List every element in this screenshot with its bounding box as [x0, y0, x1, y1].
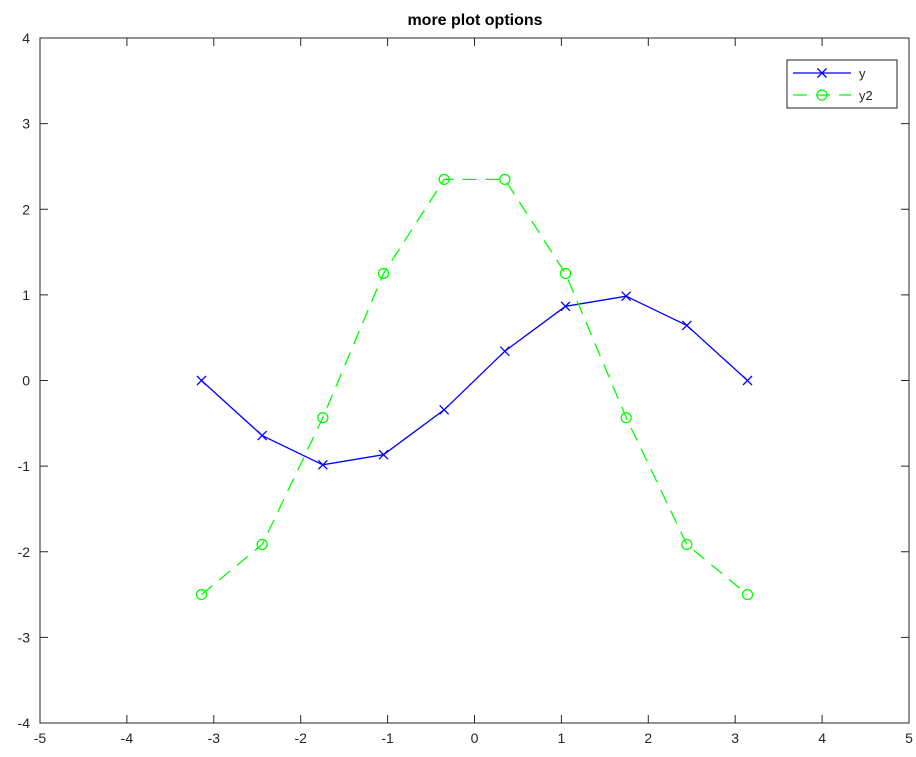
x-tick-label: 2 — [644, 730, 652, 746]
y-tick-label: 4 — [22, 30, 30, 46]
legend-box — [786, 59, 898, 109]
legend: y y2 — [786, 59, 898, 109]
x-tick-label: 1 — [558, 730, 566, 746]
data-point-y2-5 — [499, 173, 511, 186]
y-tick-label: 0 — [22, 373, 30, 389]
y-tick-label: -4 — [18, 715, 31, 731]
data-point-y-6 — [560, 301, 571, 312]
data-point-y2-0 — [195, 588, 208, 601]
x-tick-label: -1 — [381, 730, 394, 746]
legend-marker-y2 — [816, 89, 828, 101]
x-tick-label: -4 — [121, 730, 134, 746]
data-point-y-1 — [257, 430, 268, 441]
legend-label-y: y — [859, 66, 866, 81]
x-tick-label: -5 — [34, 730, 47, 746]
data-point-y2-2 — [317, 412, 329, 424]
y-tick-label: 3 — [22, 116, 30, 132]
data-point-y-7 — [621, 291, 632, 302]
x-tick-label: -2 — [294, 730, 307, 746]
x-tick-label: 0 — [471, 730, 479, 746]
series-line-y — [201, 295, 748, 466]
x-tick-label: 5 — [905, 730, 913, 746]
y-tick-label: -2 — [18, 544, 31, 560]
series-line-y2 — [201, 178, 748, 596]
data-point-y-9 — [742, 375, 753, 386]
data-point-y2-9 — [741, 588, 754, 601]
data-point-y-0 — [196, 375, 207, 386]
y-tick-label: 1 — [22, 287, 30, 303]
data-point-y2-4 — [438, 173, 450, 186]
data-point-y2-3 — [377, 267, 390, 280]
data-point-y-5 — [499, 346, 510, 357]
data-point-y2-8 — [681, 538, 693, 551]
y-tick-label: -3 — [18, 629, 31, 645]
data-point-y2-1 — [256, 538, 268, 551]
legend-marker-y — [817, 68, 827, 78]
data-point-y2-6 — [559, 267, 572, 280]
legend-label-y2: y2 — [859, 88, 873, 103]
chart-title: more plot options — [407, 12, 542, 29]
x-tick-label: 4 — [818, 730, 826, 746]
data-layer — [195, 173, 754, 601]
data-point-y-8 — [681, 320, 692, 331]
y-tick-label: -1 — [18, 458, 31, 474]
x-tick-label: -3 — [208, 730, 221, 746]
data-point-y2-7 — [620, 412, 632, 424]
data-point-y-4 — [439, 404, 450, 415]
data-point-y-2 — [317, 459, 328, 470]
y-tick-label: 2 — [22, 201, 30, 217]
data-point-y-3 — [378, 449, 389, 460]
x-tick-label: 3 — [731, 730, 739, 746]
